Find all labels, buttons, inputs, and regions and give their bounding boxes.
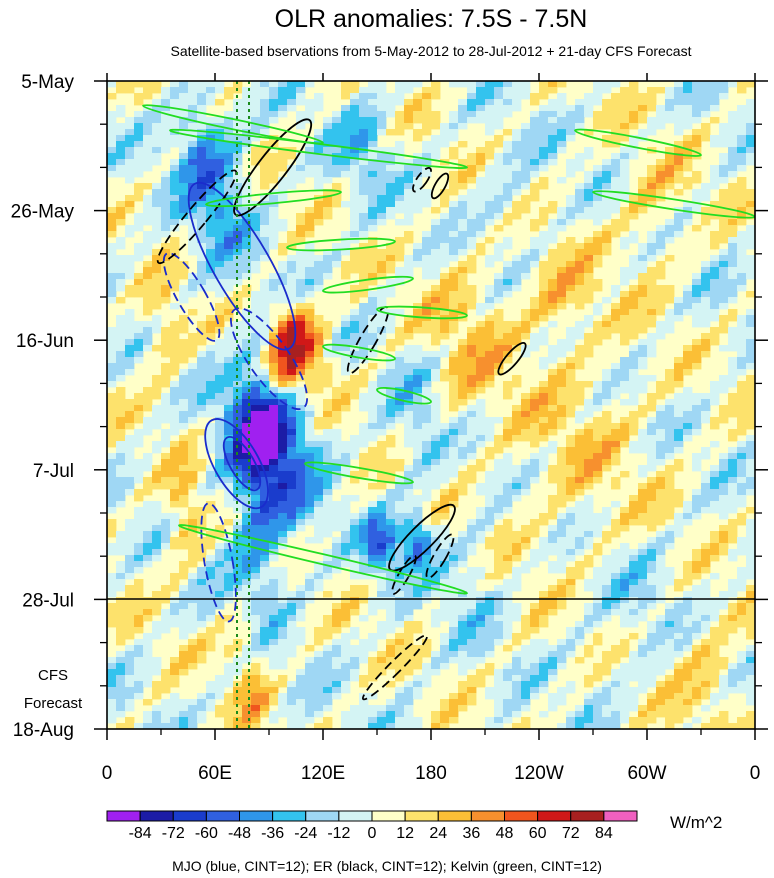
plot-area bbox=[107, 81, 755, 729]
colorbar-swatch bbox=[272, 810, 307, 822]
colorbar-level-label: 84 bbox=[595, 825, 613, 842]
colorbar-units: W/m^2 bbox=[670, 813, 722, 832]
colorbar-swatch bbox=[504, 810, 539, 822]
x-axis-labels: 0 60E 120E 180 120W 60W 0 bbox=[102, 763, 761, 784]
chart-subtitle: Satellite-based bservations from 5-May-2… bbox=[171, 43, 692, 59]
colorbar-level-label: 12 bbox=[396, 825, 414, 842]
colorbar-level-label: 24 bbox=[429, 825, 447, 842]
colorbar-level-label: 0 bbox=[368, 825, 377, 842]
x-tick-label: 60E bbox=[198, 763, 232, 784]
colorbar-swatch bbox=[139, 810, 174, 822]
colorbar-level-label: 48 bbox=[496, 825, 514, 842]
colorbar-level-label: -48 bbox=[228, 825, 251, 842]
colorbar-level-label: 60 bbox=[529, 825, 547, 842]
x-tick-label: 60W bbox=[627, 763, 666, 784]
colorbar-level-label: 72 bbox=[562, 825, 580, 842]
y-tick-label: 7-Jul bbox=[33, 461, 74, 482]
chart-title: OLR anomalies: 7.5S - 7.5N bbox=[275, 5, 588, 33]
colorbar-swatch bbox=[537, 810, 572, 822]
colorbar-level-label: -12 bbox=[327, 825, 350, 842]
colorbar-swatch bbox=[205, 810, 240, 822]
colorbar-level-label: 36 bbox=[462, 825, 480, 842]
colorbar-swatch bbox=[172, 810, 207, 822]
footer-legend: MJO (blue, CINT=12); ER (black, CINT=12)… bbox=[172, 858, 602, 874]
colorbar-swatch bbox=[470, 810, 505, 822]
colorbar-level-label: -24 bbox=[294, 825, 317, 842]
axis-ticks bbox=[94, 73, 768, 740]
colorbar-swatch bbox=[404, 810, 439, 822]
colorbar-swatch bbox=[239, 810, 274, 822]
colorbar-level-label: -36 bbox=[261, 825, 284, 842]
x-tick-label: 0 bbox=[750, 763, 761, 784]
y-tick-label: 16-Jun bbox=[16, 331, 74, 352]
x-tick-label: 120W bbox=[514, 763, 564, 784]
x-tick-label: 120E bbox=[301, 763, 345, 784]
colorbar-level-label: -84 bbox=[129, 825, 152, 842]
forecast-label-line1: CFS bbox=[38, 667, 68, 684]
colorbar: -84 -72 -60 -48 -36 -24 -12 0 12 24 36 48 60 72 84 bbox=[106, 810, 638, 842]
y-tick-label: 5-May bbox=[21, 72, 74, 93]
colorbar-swatch bbox=[371, 810, 406, 822]
x-tick-label: 0 bbox=[102, 763, 113, 784]
colorbar-swatch bbox=[305, 810, 340, 822]
colorbar-swatch bbox=[603, 810, 638, 822]
y-axis-labels: 5-May 26-May 16-Jun 7-Jul 28-Jul 18-Aug bbox=[11, 72, 75, 741]
colorbar-swatch bbox=[338, 810, 373, 822]
y-tick-label: 18-Aug bbox=[13, 720, 74, 741]
colorbar-level-label: -60 bbox=[195, 825, 218, 842]
colorbar-swatch bbox=[437, 810, 472, 822]
y-tick-label: 28-Jul bbox=[22, 590, 74, 611]
colorbar-swatch bbox=[106, 810, 141, 822]
colorbar-swatch bbox=[570, 810, 605, 822]
colorbar-level-label: -72 bbox=[162, 825, 185, 842]
y-tick-label: 26-May bbox=[11, 202, 75, 223]
forecast-label-line2: Forecast bbox=[24, 695, 83, 712]
x-tick-label: 180 bbox=[415, 763, 447, 784]
contours bbox=[142, 104, 755, 701]
